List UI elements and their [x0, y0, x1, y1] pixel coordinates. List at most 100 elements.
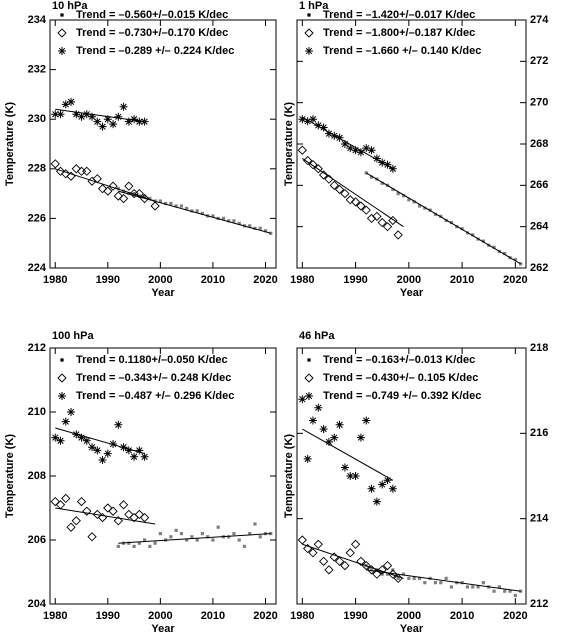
data-point: [417, 204, 422, 208]
data-point: [481, 581, 485, 585]
data-point: [351, 146, 360, 155]
x-tick-label: 2010: [201, 610, 225, 622]
y-axis-label: Temperature (K): [283, 102, 295, 186]
data-point: [76, 166, 87, 176]
trend-line: [55, 427, 145, 455]
data-point: [407, 198, 411, 202]
trend-line: [55, 168, 156, 202]
data-point: [82, 436, 91, 445]
data-point: [407, 576, 411, 580]
legend-label: Trend = –0.749 +/– 0.392 K/dec: [323, 390, 481, 402]
data-point: [164, 201, 168, 206]
data-point: [351, 472, 360, 480]
data-point: [471, 585, 475, 589]
data-point: [313, 539, 323, 549]
plot-frame: [296, 347, 527, 605]
data-point: [503, 589, 507, 593]
plot-frame: [296, 19, 527, 269]
data-point: [143, 194, 147, 198]
data-point: [513, 258, 517, 262]
data-point: [67, 97, 76, 106]
legend-marker: [304, 28, 314, 38]
panel: 1 hPa 262 264 266 268 270 272 274 1980 1990 2000 20…: [283, 0, 549, 299]
legend-label: Trend = –0.730+/–0.170 K/dec: [76, 27, 228, 39]
data-point: [350, 197, 361, 207]
trend-line: [118, 190, 271, 234]
data-point: [361, 205, 371, 215]
y-tick-label: 208: [28, 470, 46, 482]
x-tick-label: 1990: [343, 274, 367, 286]
data-point: [195, 538, 199, 542]
data-point: [130, 452, 139, 461]
x-tick-label: 2020: [503, 610, 527, 622]
data-point: [324, 565, 334, 575]
data-point: [396, 576, 400, 580]
data-point: [185, 206, 189, 211]
data-point: [356, 556, 366, 566]
legend-marker: [307, 358, 311, 362]
data-point: [82, 110, 91, 119]
legend-marker: [60, 358, 64, 362]
data-point: [258, 226, 262, 230]
data-point: [303, 454, 312, 463]
panel: 10 hPa 224 226 228 230 232 234 1980 1990 2000 2010…: [4, 0, 278, 299]
data-point: [132, 192, 136, 196]
x-tick-label: 2000: [148, 610, 172, 622]
data-point: [346, 472, 355, 480]
data-point: [93, 117, 102, 126]
data-point: [134, 509, 144, 520]
data-point: [303, 155, 313, 166]
data-point: [423, 206, 427, 210]
trend-line: [302, 428, 394, 481]
y-tick-label: 214: [530, 513, 549, 525]
x-axis-label: Year: [151, 287, 175, 299]
data-point: [356, 201, 366, 211]
legend-label: Trend = –0.289 +/– 0.224 K/dec: [76, 45, 234, 57]
data-point: [412, 200, 416, 204]
data-point: [372, 154, 381, 163]
data-point: [382, 222, 393, 232]
data-point: [258, 535, 262, 539]
x-tick-label: 1980: [290, 610, 314, 622]
data-point: [93, 446, 102, 455]
y-tick-label: 218: [530, 342, 548, 354]
legend-label: Trend = –1.420+/–0.017 K/dec: [323, 9, 475, 21]
legend-label: Trend = –1.800+/–0.187 K/dec: [323, 27, 475, 39]
data-point: [169, 201, 173, 206]
data-point: [237, 538, 241, 542]
data-point: [82, 166, 92, 176]
data-point: [103, 503, 113, 513]
data-point: [137, 541, 141, 545]
data-point: [465, 585, 470, 589]
data-point: [383, 160, 392, 169]
data-point: [124, 117, 133, 126]
legend-label: Trend = –0.487 +/– 0.296 K/dec: [76, 390, 234, 402]
data-point: [92, 509, 102, 520]
data-point: [61, 169, 71, 179]
data-point: [492, 245, 496, 249]
data-point: [82, 506, 92, 516]
data-point: [503, 251, 507, 256]
data-point: [143, 538, 147, 542]
data-point: [372, 211, 382, 221]
x-axis-label: Year: [151, 623, 175, 635]
legend-label: Trend = –0.163+/–0.013 K/dec: [323, 354, 475, 366]
data-point: [124, 181, 134, 191]
data-point: [140, 452, 149, 461]
data-point: [391, 187, 395, 192]
data-point: [114, 112, 123, 121]
data-point: [476, 585, 480, 589]
data-point: [356, 148, 365, 157]
trend-line: [55, 108, 145, 123]
data-point: [298, 115, 307, 124]
data-point: [388, 569, 398, 579]
data-point: [382, 560, 393, 571]
data-point: [297, 535, 307, 545]
data-point: [340, 463, 349, 472]
y-tick-label: 266: [530, 179, 548, 191]
y-tick-label: 264: [530, 221, 549, 233]
data-point: [324, 129, 333, 138]
data-point: [134, 188, 144, 199]
data-point: [497, 585, 501, 589]
